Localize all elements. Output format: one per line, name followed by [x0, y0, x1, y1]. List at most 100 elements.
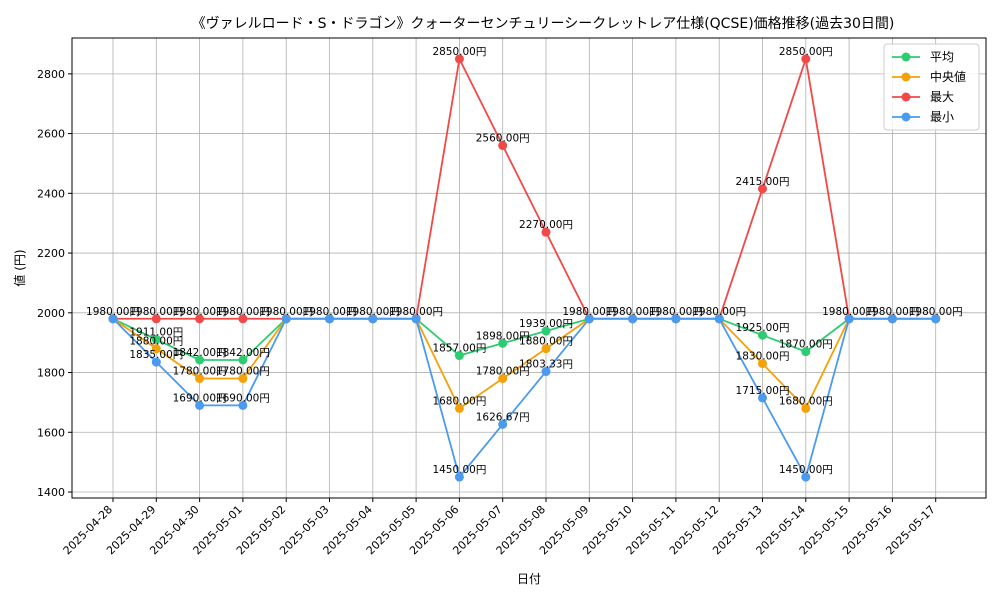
series-point-1 — [801, 403, 811, 413]
data-label: 2560.00円 — [476, 133, 530, 145]
series-point-1 — [758, 359, 767, 369]
series-point-3 — [281, 314, 291, 324]
data-label: 2415.00円 — [736, 176, 790, 188]
legend-label: 平均 — [930, 50, 954, 64]
data-label: 1939.00円 — [519, 318, 573, 330]
data-label: 1842.00円 — [173, 347, 227, 359]
data-label: 1980.00円 — [389, 306, 443, 318]
data-label: 1980.00円 — [649, 306, 703, 318]
series-point-3 — [411, 314, 421, 324]
data-label: 1980.00円 — [865, 306, 919, 318]
chart-title: 《ヴァレルロード・S・ドラゴン》クォーターセンチュリーシークレットレア仕様(QC… — [192, 15, 895, 32]
y-tick-label: 2400 — [37, 187, 65, 200]
series-point-3 — [325, 314, 334, 324]
x-tick-layer: 2025-04-282025-04-292025-04-302025-05-01… — [61, 498, 938, 557]
series-point-0 — [195, 355, 205, 365]
data-label: 1690.00円 — [173, 392, 227, 404]
y-tick-label: 2800 — [37, 68, 65, 81]
data-label: 1980.00円 — [216, 306, 270, 318]
data-label: 1715.00円 — [736, 385, 790, 397]
data-label: 1780.00円 — [216, 366, 270, 378]
series-point-0 — [541, 326, 551, 336]
series-point-3 — [541, 367, 551, 377]
data-label: 1803.33円 — [519, 359, 573, 371]
y-tick-label: 2000 — [37, 307, 65, 320]
series-point-3 — [584, 314, 594, 324]
data-label: 1980.00円 — [562, 306, 616, 318]
series-point-0 — [498, 338, 508, 348]
data-label: 1835.00円 — [129, 349, 183, 361]
legend-marker — [901, 72, 911, 82]
series-point-3 — [238, 400, 248, 410]
legend-label: 最大 — [930, 90, 954, 104]
data-label: 1980.00円 — [822, 306, 876, 318]
legend-marker — [901, 92, 911, 102]
series-layer — [108, 54, 941, 482]
data-label: 1980.00円 — [173, 306, 227, 318]
data-label: 2270.00円 — [519, 219, 573, 231]
series-point-3 — [498, 419, 508, 429]
series-point-3 — [108, 314, 118, 324]
data-label: 1780.00円 — [173, 366, 227, 378]
series-point-0 — [758, 330, 767, 340]
series-point-3 — [714, 314, 724, 324]
series-point-1 — [151, 344, 161, 354]
series-point-3 — [887, 314, 897, 324]
series-line-2 — [113, 58, 936, 320]
series-line-1 — [112, 317, 936, 410]
data-label: 1780.00円 — [476, 366, 530, 378]
y-tick-label: 1400 — [37, 486, 65, 499]
data-label: 1857.00円 — [432, 343, 486, 355]
series-point-3 — [801, 472, 811, 482]
y-tick-label: 2200 — [37, 247, 65, 260]
series-point-3 — [368, 314, 378, 324]
series-point-1 — [454, 403, 464, 413]
data-label: 1842.00円 — [216, 347, 270, 359]
data-label: 1980.00円 — [259, 306, 313, 318]
data-label: 1911.00円 — [129, 326, 183, 338]
data-label: 1980.00円 — [606, 306, 660, 318]
data-label: 1450.00円 — [779, 464, 833, 476]
series-point-2 — [238, 314, 248, 324]
legend-label: 最小 — [930, 110, 954, 124]
y-tick-label: 1600 — [37, 426, 65, 439]
legend-marker — [901, 112, 911, 122]
legend-marker — [901, 52, 911, 62]
series-point-0 — [238, 355, 248, 365]
data-label: 1898.00円 — [476, 330, 530, 342]
series-point-3 — [758, 393, 767, 403]
series-point-3 — [671, 314, 681, 324]
series-point-2 — [758, 184, 767, 194]
data-label: 1680.00円 — [432, 395, 486, 407]
series-point-3 — [195, 400, 205, 410]
data-label: 2850.00円 — [432, 46, 486, 58]
series-point-0 — [151, 334, 161, 344]
series-point-2 — [498, 141, 508, 151]
series-point-3 — [931, 314, 941, 324]
data-label: 1980.00円 — [303, 306, 357, 318]
series-point-2 — [151, 314, 161, 324]
series-line-3 — [112, 317, 936, 478]
series-point-0 — [454, 351, 464, 361]
data-label: 1870.00円 — [779, 339, 833, 351]
series-line-0 — [112, 317, 936, 361]
y-axis-label: 値 (円) — [12, 249, 27, 286]
plot-frame — [71, 37, 987, 499]
data-label: 1980.00円 — [346, 306, 400, 318]
data-label: 2850.00円 — [779, 46, 833, 58]
series-point-2 — [454, 54, 464, 64]
data-label: 1925.00円 — [736, 322, 790, 334]
series-point-0 — [801, 347, 811, 357]
data-label: 1880.00円 — [129, 336, 183, 348]
series-point-1 — [541, 344, 551, 354]
series-point-3 — [628, 314, 638, 324]
series-point-2 — [541, 227, 551, 237]
data-label: 1980.00円 — [909, 306, 963, 318]
series-point-2 — [195, 314, 205, 324]
series-point-3 — [844, 314, 854, 324]
legend-box — [883, 43, 980, 131]
